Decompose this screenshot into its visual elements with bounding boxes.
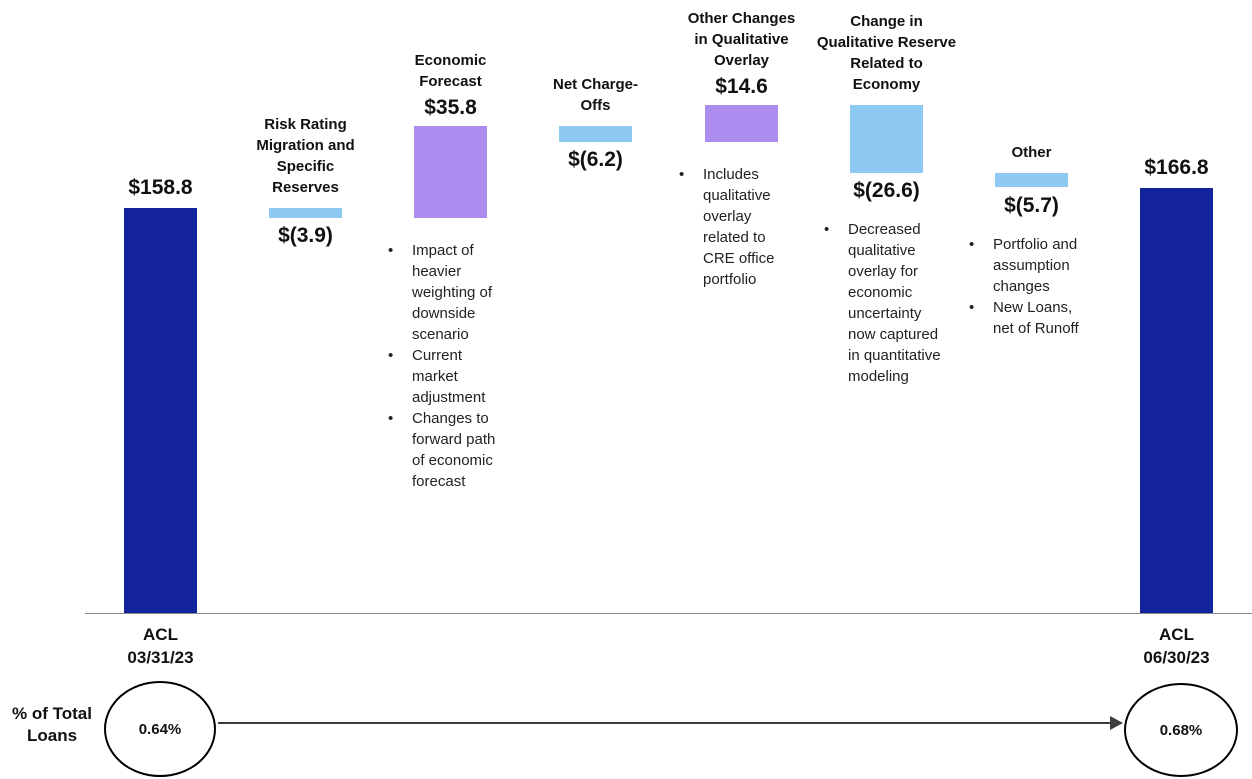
bullet-item: Current market adjustment [382, 345, 527, 408]
bullet-item: New Loans, net of Runoff [963, 297, 1108, 339]
waterfall-bar-economic-forecast [414, 126, 487, 218]
bullet-item: Impact of heavier weighting of downside … [382, 240, 527, 345]
end-percent-circle: 0.68% [1124, 683, 1238, 777]
end-percent-value: 0.68% [1159, 721, 1203, 739]
other-category-label: Other [1011, 143, 1052, 161]
net-charge-offs-category-label: Net Charge- Offs [552, 76, 638, 115]
economic-forecast-notes: Impact of heavier weighting of downside … [382, 240, 527, 492]
economic-forecast-category-label: Economic Forecast [414, 52, 487, 91]
waterfall-bar-acl-06-30-23 [1140, 187, 1213, 614]
acl-06-30-23-axis-label: ACL 06/30/23 [1143, 625, 1210, 667]
waterfall-bar-risk-rating-migration [269, 207, 342, 218]
risk-rating-migration-value-label: $(3.9) [278, 223, 333, 247]
start-percent-circle: 0.64% [104, 681, 216, 777]
waterfall-bar-other [995, 172, 1068, 188]
other-value-label: $(5.7) [1004, 193, 1059, 217]
economic-forecast-value-label: $35.8 [424, 96, 477, 120]
other-changes-qualitative-overlay-value-label: $14.6 [715, 74, 768, 98]
waterfall-bar-acl-03-31-23 [124, 207, 197, 614]
x-axis-line [85, 613, 1252, 614]
acl-06-30-23-value-label: $166.8 [1144, 155, 1209, 179]
acl-03-31-23-value-label: $158.8 [128, 175, 193, 199]
pct-of-total-loans-label: % of Total Loans [12, 704, 92, 745]
change-qualitative-reserve-economy-value-label: $(26.6) [853, 178, 920, 202]
change-qualitative-reserve-economy-notes: Decreased qualitative overlay for econom… [818, 219, 963, 387]
bullet-item: Includes qualitative overlay related to … [673, 164, 818, 290]
change-qualitative-reserve-economy-category-label: Change in Qualitative Reserve Related to… [816, 12, 957, 93]
waterfall-bar-other-changes-qualitative-overlay [705, 104, 778, 143]
other-notes: Portfolio and assumption changesNew Loan… [963, 234, 1108, 339]
other-changes-qualitative-overlay-notes: Includes qualitative overlay related to … [673, 164, 818, 290]
bullet-item: Decreased qualitative overlay for econom… [818, 219, 963, 387]
start-percent-value: 0.64% [138, 720, 182, 738]
bullet-item: Changes to forward path of economic fore… [382, 408, 527, 492]
waterfall-bar-change-qualitative-reserve-economy [850, 104, 923, 173]
arrow-head-icon [1110, 716, 1123, 730]
bullet-item: Portfolio and assumption changes [963, 234, 1108, 297]
risk-rating-migration-category-label: Risk Rating Migration and Specific Reser… [256, 115, 355, 196]
waterfall-bar-net-charge-offs [559, 126, 632, 143]
trend-arrow [218, 716, 1123, 730]
net-charge-offs-value-label: $(6.2) [568, 148, 623, 172]
acl-03-31-23-axis-label: ACL 03/31/23 [127, 625, 194, 667]
other-changes-qualitative-overlay-category-label: Other Changes in Qualitative Overlay [687, 9, 796, 69]
